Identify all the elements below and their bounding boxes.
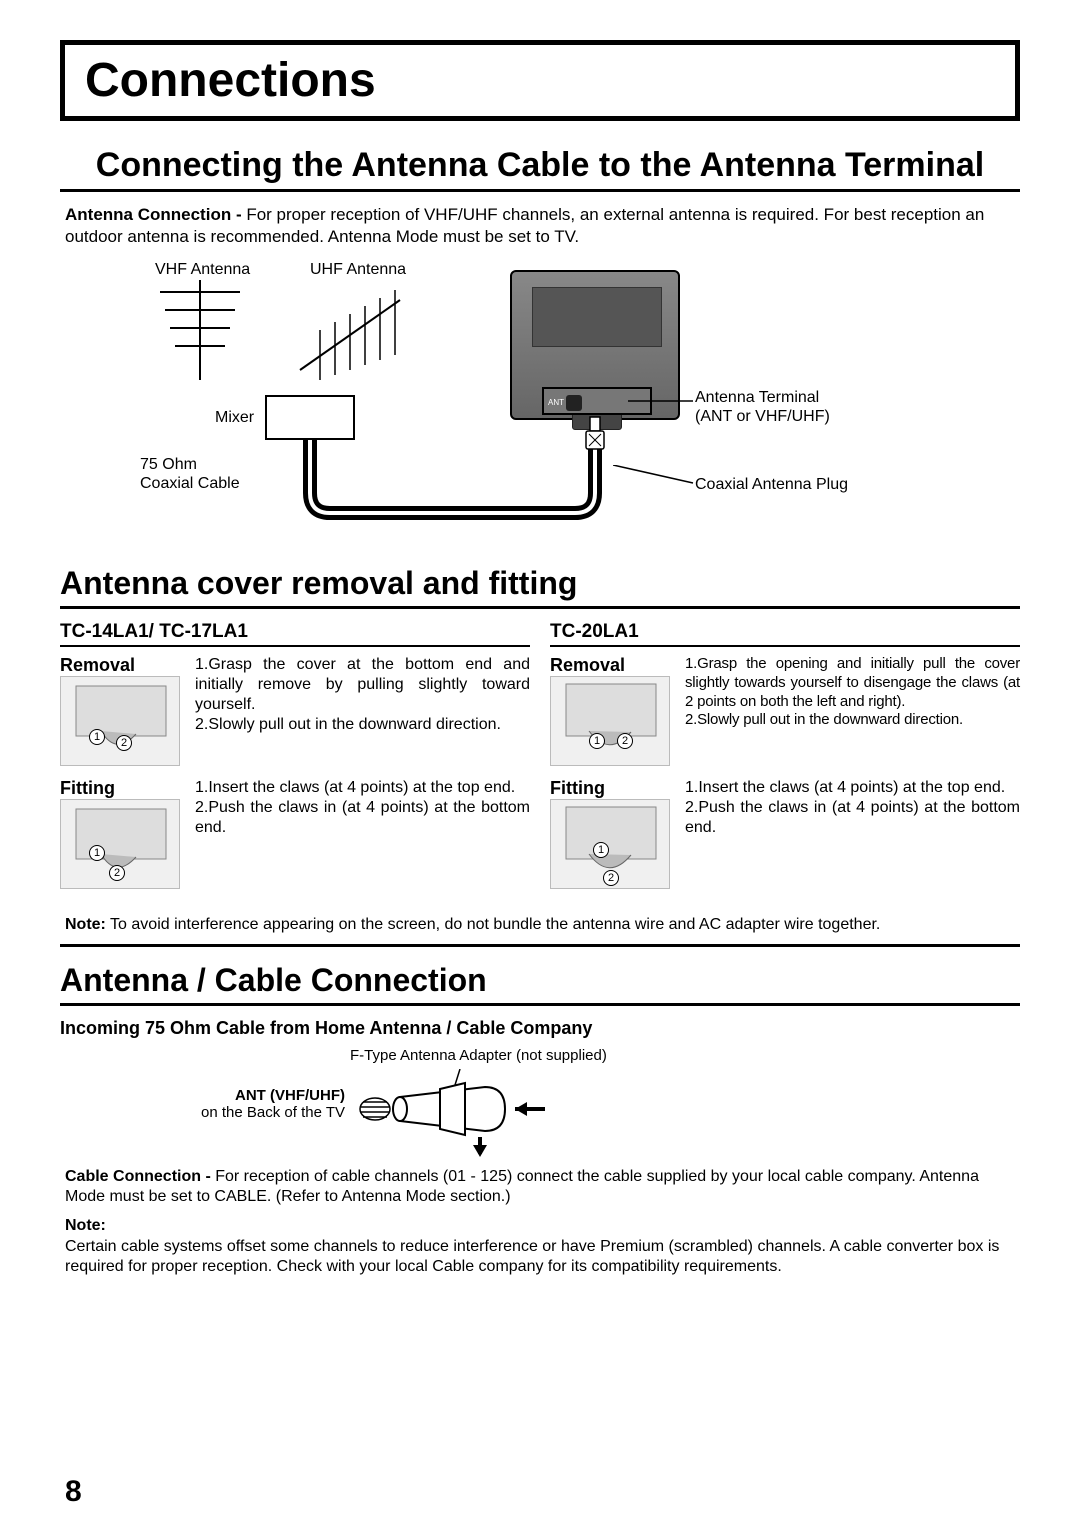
- antenna-diagram: VHF Antenna UHF Antenna Mixer 75 Ohm Coa…: [60, 260, 1020, 550]
- label-ant-vhf-uhf: ANT (VHF/UHF): [215, 1087, 345, 1105]
- divider: [60, 606, 1020, 609]
- fitting-a-label: Fitting: [60, 778, 160, 799]
- label-coax75: 75 Ohm Coaxial Cable: [140, 455, 240, 493]
- mixer-box: [265, 395, 355, 440]
- fitting-a-text: 1.Insert the claws (at 4 points) at the …: [195, 778, 530, 889]
- leader-line-1: [628, 396, 698, 406]
- section3-title: Antenna / Cable Connection: [60, 962, 1020, 999]
- cable-connection-text: Cable Connection - For reception of cabl…: [60, 1167, 1020, 1207]
- fitting-a-img: 1 2: [60, 799, 180, 889]
- label-mixer: Mixer: [215, 408, 254, 427]
- divider: [60, 189, 1020, 192]
- f-adapter-icon: [355, 1069, 615, 1159]
- main-title: Connections: [85, 53, 995, 108]
- ant-port-label: ANT: [548, 398, 564, 407]
- leader-line-2: [613, 465, 698, 490]
- section1-intro: Antenna Connection - For proper receptio…: [60, 204, 1020, 248]
- removal-b: Removal 1 2 1.Grasp the opening and init…: [550, 655, 1020, 766]
- label-antenna-terminal: Antenna Terminal (ANT or VHF/UHF): [695, 388, 830, 426]
- removal-a-img: 1 2: [60, 676, 180, 766]
- removal-b-img: 1 2: [550, 676, 670, 766]
- label-on-back: on the Back of the TV: [195, 1104, 345, 1122]
- intro-bold: Antenna Connection -: [65, 205, 246, 224]
- fitting-a-left: Fitting 1 2: [60, 778, 180, 889]
- col-tc14-17: TC-14LA1/ TC-17LA1 Removal 1 2 1.Grasp t…: [60, 621, 530, 901]
- model-a: TC-14LA1/ TC-17LA1: [60, 621, 530, 647]
- main-title-box: Connections: [60, 40, 1020, 121]
- label-coax-plug: Coaxial Antenna Plug: [695, 475, 848, 494]
- label-adapter: F-Type Antenna Adapter (not supplied): [350, 1047, 607, 1065]
- note2-label: Note:: [60, 1217, 1020, 1235]
- vhf-antenna-icon: [140, 280, 260, 380]
- note2-bold: Note:: [65, 1217, 106, 1234]
- fitting-b: Fitting 1 2 1.Insert the claws (at 4 poi…: [550, 778, 1020, 889]
- removal-a-text: 1.Grasp the cover at the bottom end and …: [195, 655, 530, 766]
- cable-bold: Cable Connection -: [65, 1168, 215, 1185]
- col-tc20: TC-20LA1 Removal 1 2 1.Grasp the opening…: [550, 621, 1020, 901]
- removal-b-label: Removal: [550, 655, 650, 676]
- section2-note: Note: To avoid interference appearing on…: [60, 916, 1020, 934]
- section3-subtitle: Incoming 75 Ohm Cable from Home Antenna …: [60, 1018, 1020, 1039]
- fitting-a: Fitting 1 2 1.Insert the claws (at 4 poi…: [60, 778, 530, 889]
- page-number: 8: [65, 1475, 82, 1509]
- fitting-b-img: 1 2: [550, 799, 670, 889]
- label-uhf: UHF Antenna: [310, 260, 406, 279]
- removal-a-label: Removal: [60, 655, 160, 676]
- cover-removal-columns: TC-14LA1/ TC-17LA1 Removal 1 2 1.Grasp t…: [60, 621, 1020, 901]
- section1-subtitle: Connecting the Antenna Cable to the Ante…: [60, 146, 1020, 185]
- removal-a: Removal 1 2 1.Grasp the cover at the bot…: [60, 655, 530, 766]
- model-b: TC-20LA1: [550, 621, 1020, 647]
- section2-title: Antenna cover removal and fitting: [60, 565, 1020, 602]
- fitting-b-label: Fitting: [550, 778, 650, 799]
- note-bold: Note:: [65, 916, 106, 933]
- removal-b-left: Removal 1 2: [550, 655, 670, 766]
- note2-body: Certain cable systems offset some channe…: [60, 1237, 1020, 1277]
- removal-a-left: Removal 1 2: [60, 655, 180, 766]
- fitting-b-text: 1.Insert the claws (at 4 points) at the …: [685, 778, 1020, 889]
- note-body: To avoid interference appearing on the s…: [106, 916, 880, 933]
- adapter-diagram: F-Type Antenna Adapter (not supplied) AN…: [60, 1047, 1020, 1157]
- fitting-b-left: Fitting 1 2: [550, 778, 670, 889]
- plug-icon: [580, 415, 610, 455]
- removal-b-text: 1.Grasp the opening and initially pull t…: [685, 655, 1020, 766]
- divider: [60, 944, 1020, 947]
- uhf-antenna-icon: [290, 280, 420, 380]
- divider: [60, 1003, 1020, 1006]
- label-vhf: VHF Antenna: [155, 260, 250, 279]
